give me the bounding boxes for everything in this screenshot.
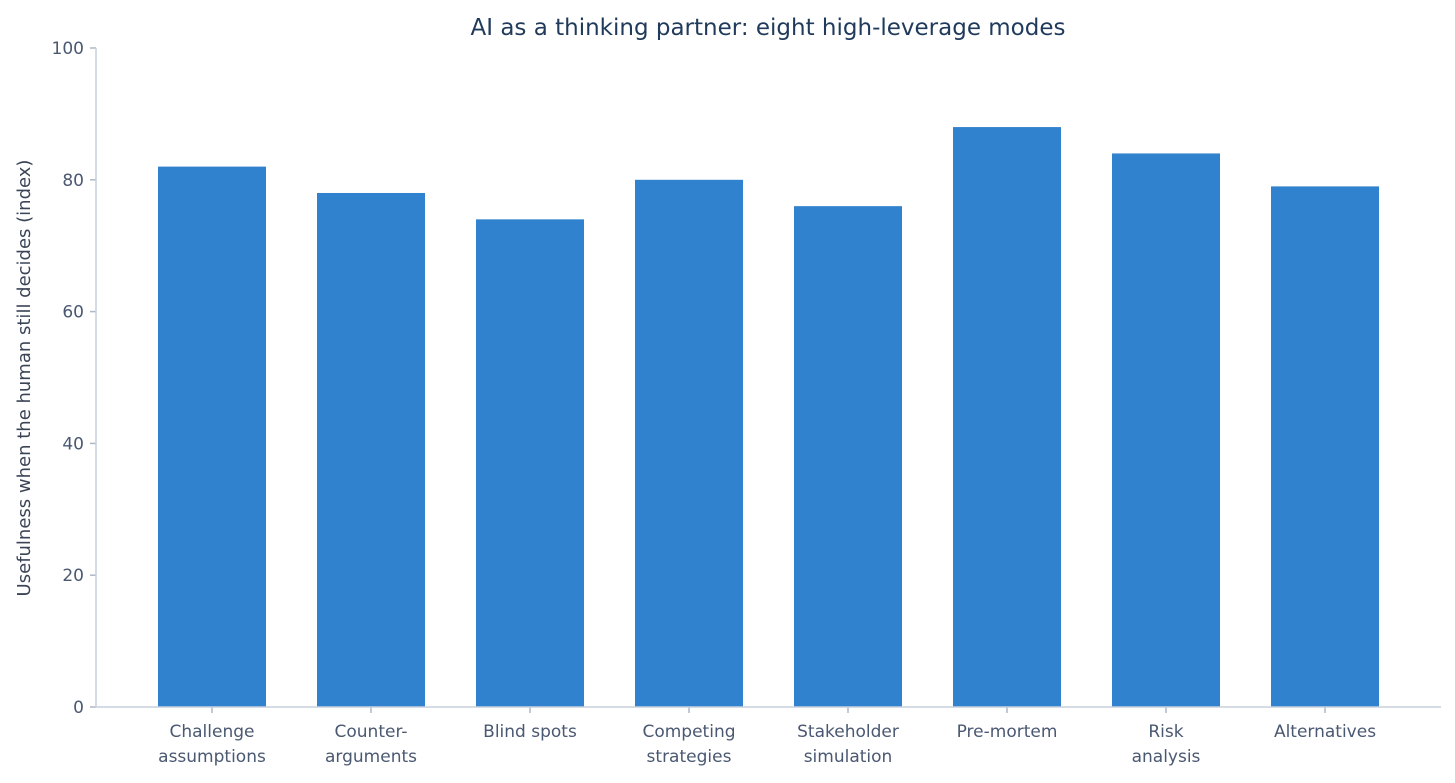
- x-tick-label: Competing strategies: [642, 722, 735, 767]
- x-axis-ticks: Challenge assumptions Counter-arguments Bli…: [158, 707, 1376, 767]
- bar: [635, 179, 743, 708]
- y-axis-ticks: 0 20 40 60 80 100: [52, 39, 96, 718]
- bar: [953, 127, 1061, 707]
- bar: [1271, 186, 1379, 707]
- y-tick-label: 40: [62, 434, 84, 454]
- bar: [794, 206, 902, 707]
- y-tick-label: 60: [62, 303, 84, 323]
- bar: [1112, 153, 1220, 707]
- x-tick-label: Challenge assumptions: [158, 722, 266, 767]
- y-tick-label: 100: [52, 39, 84, 59]
- y-tick-label: 0: [73, 698, 84, 718]
- bar: [158, 166, 266, 707]
- x-tick-label: Stakeholder simulation: [797, 722, 899, 767]
- x-tick-label: Pre-mortem: [957, 722, 1058, 742]
- y-tick-label: 20: [62, 566, 84, 586]
- x-tick-label: Risk analysis: [1132, 722, 1201, 767]
- y-axis-label: Usefulness when the human still decides …: [14, 160, 35, 597]
- bar: [476, 219, 584, 707]
- x-tick-label: Blind spots: [483, 722, 577, 742]
- chart-title: AI as a thinking partner: eight high-lev…: [470, 15, 1065, 41]
- y-tick-label: 80: [62, 171, 84, 191]
- x-tick-label: Counter-arguments: [325, 722, 417, 767]
- bar: [317, 192, 425, 708]
- x-tick-label: Alternatives: [1274, 722, 1376, 742]
- bars: [158, 127, 1379, 708]
